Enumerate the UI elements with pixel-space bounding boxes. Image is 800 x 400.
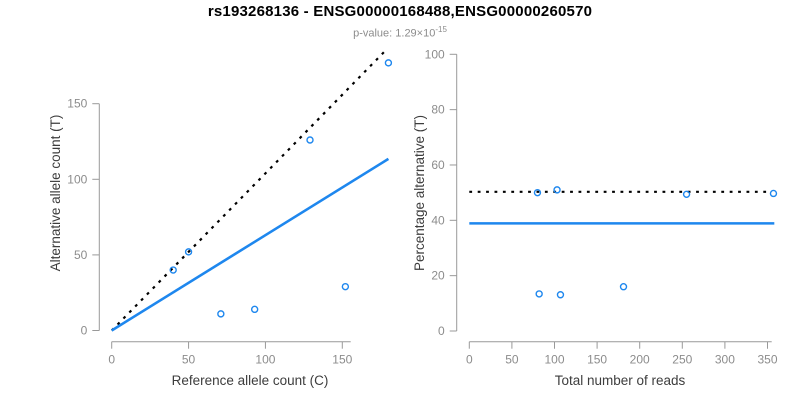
x-axis-title: Reference allele count (C) [172, 373, 329, 388]
data-point [556, 291, 565, 299]
x-tick-label: 0 [108, 353, 115, 367]
data-point [341, 282, 350, 291]
data-point [619, 283, 628, 291]
x-tick-label: 250 [672, 353, 692, 367]
y-axis-title: Alternative allele count (T) [48, 115, 63, 272]
panel-right: 0 20 40 60 80 100 0 50 100 150 200 250 300 350 Total n… [412, 47, 778, 388]
data-point [306, 136, 314, 144]
y-tick-label: 80 [431, 103, 445, 117]
y-tick-label: 0 [81, 324, 88, 338]
x-tick-label: 0 [466, 353, 473, 367]
x-tick-label: 150 [332, 353, 352, 367]
data-point [553, 186, 561, 194]
y-tick-label: 40 [431, 213, 445, 227]
p-value-exponent: -15 [435, 25, 447, 34]
fitted-proportion-line [111, 157, 390, 332]
y-tick-label: 150 [67, 97, 87, 111]
data-point [184, 248, 193, 256]
x-tick-label: 150 [587, 353, 607, 367]
y-tick-label: 20 [431, 269, 445, 283]
data-point [535, 290, 543, 298]
expected-50-50-line [110, 51, 385, 332]
data-point [682, 190, 691, 199]
y-tick-label: 100 [67, 172, 87, 186]
x-tick-label: 50 [505, 353, 519, 367]
data-point [250, 305, 259, 314]
plot-title: rs193268136 - ENSG00000168488,ENSG000002… [207, 3, 593, 20]
y-tick-label: 0 [438, 324, 445, 338]
y-tick-label: 60 [431, 158, 445, 172]
x-tick-label: 50 [182, 353, 196, 367]
data-point [769, 189, 778, 198]
x-tick-label: 350 [757, 353, 777, 367]
x-tick-label: 100 [544, 353, 564, 367]
x-tick-label: 300 [715, 353, 735, 367]
p-value-label: p-value: 1.29×10-15 [0, 25, 800, 40]
y-tick-label: 100 [425, 47, 445, 61]
data-point [384, 59, 393, 67]
data-point [169, 266, 177, 274]
p-value-text: p-value: 1.29×10 [353, 27, 436, 40]
data-point [533, 188, 542, 197]
data-point [217, 310, 225, 318]
y-tick-label: 50 [74, 248, 88, 262]
x-tick-label: 100 [255, 353, 275, 367]
y-axis-title: Percentage alternative (T) [412, 115, 427, 271]
x-tick-label: 200 [630, 353, 650, 367]
x-axis-title: Total number of reads [555, 373, 686, 388]
